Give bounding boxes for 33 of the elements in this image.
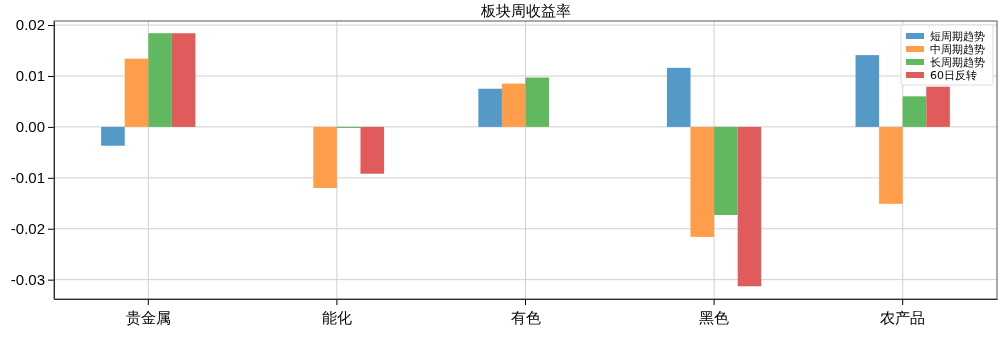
bar [855, 55, 880, 127]
x-tick-label: 能化 [321, 309, 352, 326]
bar [171, 33, 196, 127]
legend-label: 长周期趋势 [930, 56, 985, 69]
bar [525, 77, 550, 127]
x-tick-label: 有色 [510, 309, 541, 326]
bar [690, 126, 715, 237]
bar [101, 126, 125, 146]
legend-label: 中周期趋势 [930, 43, 985, 56]
bar [714, 126, 738, 215]
y-tick-label: -0.02 [10, 220, 45, 238]
x-tick-label: 贵金属 [125, 309, 171, 326]
legend-label: 短周期趋势 [930, 30, 985, 43]
bar [313, 126, 337, 188]
bar [902, 96, 927, 127]
bar [737, 126, 762, 287]
legend-label: 60日反转 [930, 69, 977, 82]
bar [478, 88, 502, 127]
chart-title: 板块周收益率 [479, 2, 571, 20]
y-tick-label: -0.01 [10, 169, 45, 187]
y-tick-label: 0.00 [15, 118, 45, 136]
x-tick-label: 农产品 [880, 309, 926, 326]
bar [879, 126, 903, 204]
y-tick-label: -0.03 [10, 270, 45, 288]
bar [148, 33, 172, 127]
bar [501, 83, 526, 127]
bar [926, 86, 950, 127]
bar [124, 58, 149, 127]
y-tick-label: 0.01 [15, 67, 45, 85]
x-tick-label: 黑色 [699, 309, 730, 326]
y-tick-label: 0.02 [15, 16, 45, 34]
bar [360, 126, 385, 174]
bar [666, 67, 691, 127]
